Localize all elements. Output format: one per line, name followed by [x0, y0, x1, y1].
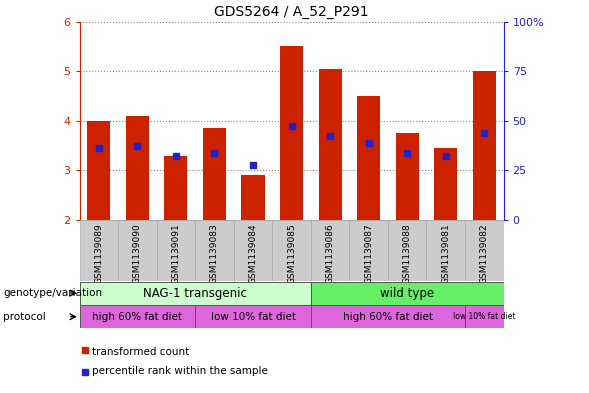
Text: GSM1139083: GSM1139083: [210, 223, 219, 284]
Text: GSM1139089: GSM1139089: [94, 223, 103, 284]
Bar: [311, 282, 504, 305]
Bar: [473, 71, 496, 220]
Bar: [195, 220, 234, 281]
Bar: [465, 305, 504, 328]
Bar: [80, 305, 195, 328]
Bar: [465, 220, 504, 281]
Title: GDS5264 / A_52_P291: GDS5264 / A_52_P291: [214, 5, 369, 19]
Bar: [280, 46, 303, 220]
Text: NAG-1 transgenic: NAG-1 transgenic: [143, 286, 247, 300]
Text: high 60% fat diet: high 60% fat diet: [92, 312, 183, 322]
Text: GSM1139082: GSM1139082: [480, 223, 489, 284]
Bar: [234, 220, 272, 281]
Text: GSM1139081: GSM1139081: [441, 223, 450, 284]
Bar: [349, 220, 388, 281]
Text: GSM1139091: GSM1139091: [171, 223, 180, 284]
Bar: [80, 220, 118, 281]
Text: low 10% fat diet: low 10% fat diet: [210, 312, 296, 322]
Text: low 10% fat diet: low 10% fat diet: [453, 312, 515, 321]
Bar: [311, 305, 465, 328]
Bar: [80, 282, 311, 305]
Bar: [272, 220, 311, 281]
Bar: [118, 220, 157, 281]
Text: protocol: protocol: [3, 312, 46, 322]
Bar: [87, 121, 110, 220]
Bar: [357, 96, 380, 220]
Text: percentile rank within the sample: percentile rank within the sample: [92, 366, 269, 376]
Text: wild type: wild type: [380, 286, 434, 300]
Bar: [157, 220, 195, 281]
Bar: [241, 175, 264, 220]
Text: high 60% fat diet: high 60% fat diet: [343, 312, 433, 322]
Bar: [311, 220, 349, 281]
Text: GSM1139088: GSM1139088: [403, 223, 412, 284]
Text: GSM1139086: GSM1139086: [326, 223, 335, 284]
Bar: [426, 220, 465, 281]
Text: transformed count: transformed count: [92, 347, 190, 357]
Bar: [164, 156, 187, 220]
Text: GSM1139084: GSM1139084: [249, 223, 257, 284]
Bar: [388, 220, 426, 281]
Bar: [195, 305, 311, 328]
Bar: [203, 128, 226, 220]
Bar: [319, 69, 342, 220]
Bar: [434, 148, 457, 220]
Bar: [126, 116, 149, 220]
Text: genotype/variation: genotype/variation: [3, 288, 102, 298]
Text: GSM1139090: GSM1139090: [133, 223, 142, 284]
Text: GSM1139087: GSM1139087: [364, 223, 373, 284]
Text: GSM1139085: GSM1139085: [287, 223, 296, 284]
Bar: [396, 133, 419, 220]
